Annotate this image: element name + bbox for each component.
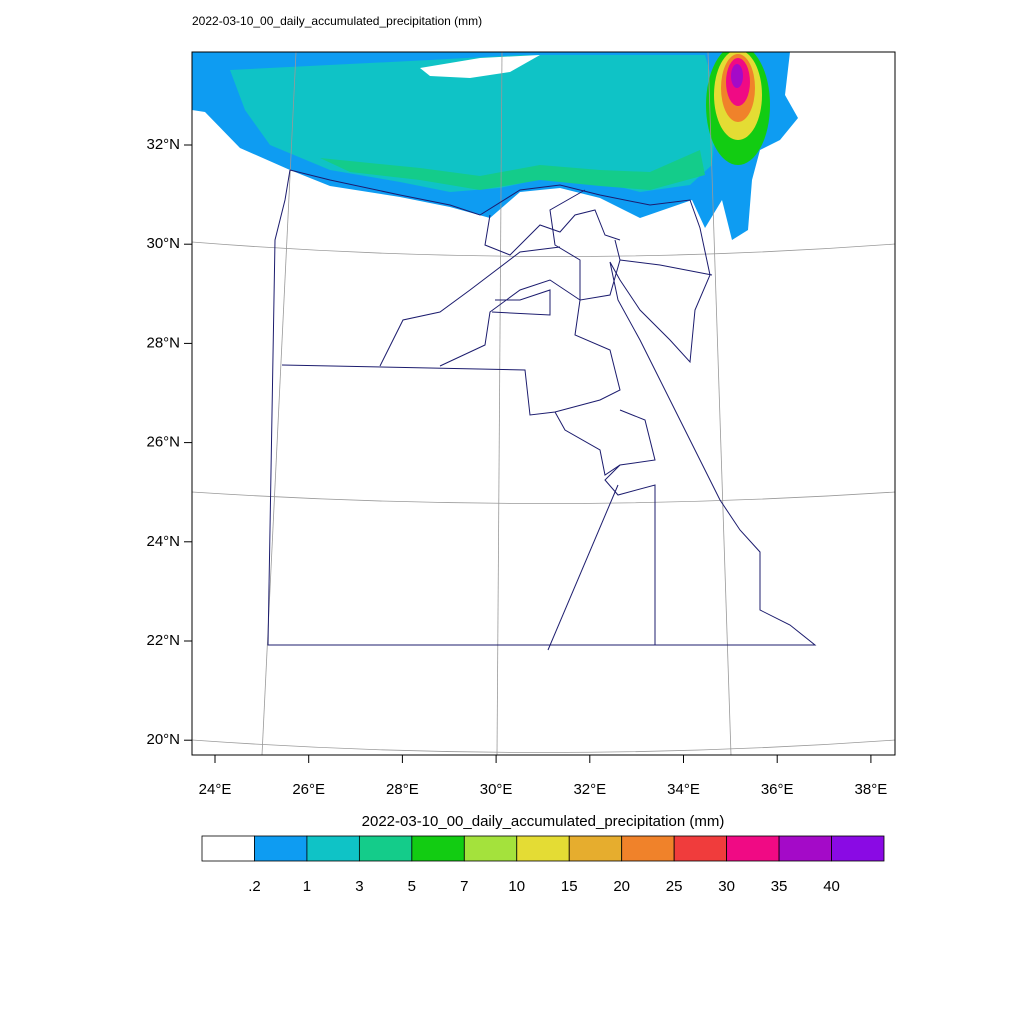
colorbar-box (201, 835, 255, 862)
colorbar-label: 20 (613, 878, 630, 895)
colorbar-label: 35 (771, 878, 788, 895)
colorbar-label: 3 (355, 878, 363, 895)
precip-hole (420, 55, 540, 78)
colorbar-label: 15 (561, 878, 578, 895)
colorbar-box (673, 835, 728, 862)
colorbar-box (568, 835, 623, 862)
colorbar-label: 25 (666, 878, 683, 895)
colorbar-box (306, 835, 360, 862)
colorbar-box (726, 835, 780, 862)
colorbar-label: 30 (718, 878, 735, 895)
colorbar-box (463, 835, 518, 862)
colorbar-label: .2 (248, 878, 261, 895)
grid-line (192, 491, 895, 504)
lon-tick-label: 26°E (292, 781, 325, 798)
lat-tick-label: 24°N (146, 533, 180, 550)
lon-tick-label: 30°E (480, 781, 513, 798)
grid-line (192, 241, 895, 257)
lat-tick-label: 22°N (146, 632, 180, 649)
lon-tick-label: 36°E (761, 781, 794, 798)
lat-tick-label: 32°N (146, 136, 180, 153)
colorbar-label: 7 (460, 878, 468, 895)
precip-cyan (230, 55, 718, 192)
colorbar-box (411, 835, 465, 862)
lon-tick-label: 38°E (855, 781, 888, 798)
admin-border (547, 484, 619, 651)
grid-line (496, 52, 503, 755)
country-border (267, 169, 817, 646)
map-frame (191, 51, 896, 756)
precip-spot (731, 64, 743, 88)
lat-tick-label: 28°N (146, 334, 180, 351)
colorbar-box (254, 835, 308, 862)
admin-border (619, 259, 713, 276)
lon-tick-label: 28°E (386, 781, 419, 798)
admin-border (484, 209, 621, 256)
admin-border (439, 189, 586, 367)
colorbar-box (831, 835, 885, 862)
colorbar-label: 10 (508, 878, 525, 895)
lat-tick-label: 20°N (146, 731, 180, 748)
lon-tick-label: 34°E (667, 781, 700, 798)
map-title: 2022-03-10_00_daily_accumulated_precipit… (192, 14, 482, 28)
admin-border (604, 464, 656, 645)
lat-tick-label: 30°N (146, 235, 180, 252)
grid-line (192, 739, 895, 753)
colorbar-box (778, 835, 832, 862)
map-area (192, 52, 895, 755)
admin-border (554, 409, 656, 476)
colorbar-box (621, 835, 675, 862)
lat-tick-label: 26°N (146, 434, 180, 451)
colorbar-label: 40 (823, 878, 840, 895)
colorbar-label: 5 (408, 878, 416, 895)
colorbar-label: 1 (303, 878, 311, 895)
admin-border (281, 239, 621, 416)
lon-tick-label: 24°E (199, 781, 232, 798)
colorbar-title: 2022-03-10_00_daily_accumulated_precipit… (362, 813, 725, 830)
colorbar-box (358, 835, 413, 862)
admin-border (379, 246, 561, 367)
colorbar-box (516, 835, 570, 862)
lon-tick-label: 32°E (573, 781, 606, 798)
admin-border (491, 289, 551, 316)
precip-green-band (320, 150, 705, 190)
grid-line (707, 52, 732, 755)
